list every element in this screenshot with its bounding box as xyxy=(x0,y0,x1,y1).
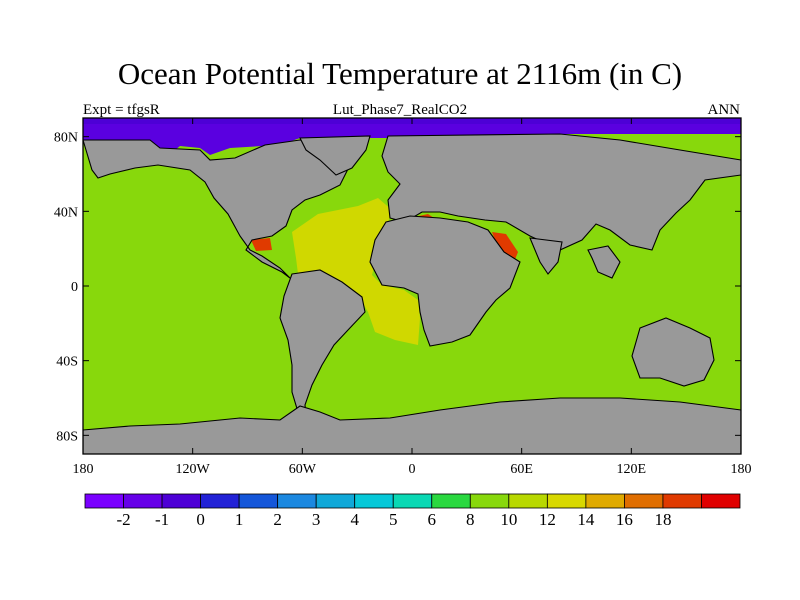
atlantic-warm-water xyxy=(292,198,420,345)
colorbar-swatch xyxy=(662,493,702,509)
experiment-label: Expt = tfgsR xyxy=(83,102,160,118)
lon-tick-label: 180 xyxy=(731,462,752,477)
season-label: ANN xyxy=(707,102,741,118)
colorbar-swatch xyxy=(546,493,587,509)
colorbar-swatch xyxy=(84,493,124,509)
north-america xyxy=(83,139,351,279)
colorbar-label: 8 xyxy=(466,510,475,529)
colorbar-label: 1 xyxy=(235,510,244,529)
greenland xyxy=(299,135,371,176)
colorbar-swatch xyxy=(585,493,625,509)
colorbar-swatch xyxy=(277,493,317,509)
lon-tick-label: 120E xyxy=(617,462,647,477)
eurasia xyxy=(381,133,741,251)
colorbar-swatch xyxy=(701,493,741,509)
lon-tick-label: 180 xyxy=(73,462,94,477)
colorbar-label: -1 xyxy=(155,510,169,529)
antarctica xyxy=(83,397,741,454)
lon-tick-label: 120W xyxy=(176,462,211,477)
lon-tick-label: 60E xyxy=(510,462,533,477)
colorbar-label: 12 xyxy=(539,510,556,529)
colorbar-labels: -2 -1 0 1 2 3 4 5 6 8 10 12 14 16 18 xyxy=(116,510,671,529)
colorbar-label: 6 xyxy=(428,510,437,529)
lat-tick-label: 80S xyxy=(56,429,78,444)
colorbar-swatch xyxy=(508,493,548,509)
colorbar-label: 16 xyxy=(616,510,633,529)
colorbar-swatch xyxy=(200,493,240,509)
colorbar-swatch xyxy=(354,493,394,509)
colorbar-label: 5 xyxy=(389,510,398,529)
lat-tick-label: 80N xyxy=(54,131,78,146)
lat-tick-label: 40S xyxy=(56,355,78,370)
colorbar-label: 10 xyxy=(500,510,517,529)
longitude-axis: 180 120W 60W 0 60E 120E 180 xyxy=(73,118,752,477)
lon-tick-label: 60W xyxy=(289,462,317,477)
lat-tick-label: 0 xyxy=(71,280,78,295)
colorbar-label: 3 xyxy=(312,510,321,529)
colorbar-swatch xyxy=(123,493,163,509)
lon-tick-label: 0 xyxy=(409,462,416,477)
land-masses xyxy=(83,133,741,454)
australia xyxy=(631,317,715,387)
southeast-asia xyxy=(587,245,621,279)
latitude-axis: 80N 40N 0 40S 80S xyxy=(54,131,741,444)
colorbar-swatch xyxy=(315,493,356,509)
colorbar-label: 2 xyxy=(273,510,282,529)
colorbar-swatch xyxy=(238,493,279,509)
africa xyxy=(369,215,521,347)
colorbar-label: 18 xyxy=(654,510,671,529)
india xyxy=(529,237,563,275)
colorbar-label: 14 xyxy=(577,510,595,529)
colorbar-label: -2 xyxy=(116,510,130,529)
lat-tick-label: 40N xyxy=(54,205,78,220)
arabian-warm-spot xyxy=(492,232,518,262)
map-panel xyxy=(83,118,741,454)
colorbar-swatch xyxy=(624,493,664,509)
colorbar-swatch xyxy=(161,493,201,509)
colorbar-label: 0 xyxy=(196,510,205,529)
map-title: Ocean Potential Temperature at 2116m (in… xyxy=(117,56,683,91)
colorbar-swatch xyxy=(469,493,510,509)
colorbar-swatch xyxy=(431,493,471,509)
colorbar-label: 4 xyxy=(350,510,359,529)
gulf-of-mexico-warm-spot xyxy=(251,238,272,251)
run-name-label: Lut_Phase7_RealCO2 xyxy=(332,102,468,118)
south-america xyxy=(279,269,366,417)
colorbar xyxy=(84,493,741,509)
colorbar-swatch xyxy=(392,493,433,509)
